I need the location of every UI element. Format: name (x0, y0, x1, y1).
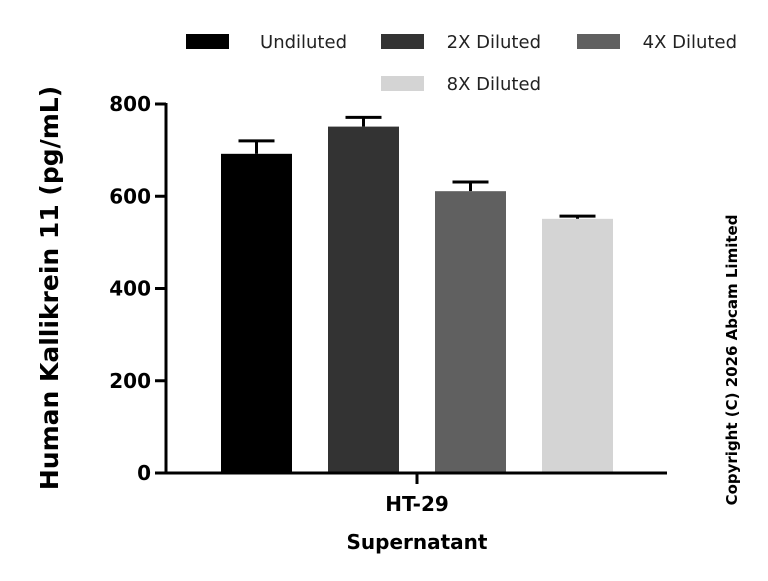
bar-group (542, 214, 613, 473)
y-axis-label: Human Kallikrein 11 (pg/mL) (35, 86, 64, 490)
bars (221, 115, 613, 473)
legend-swatch (381, 34, 424, 49)
legend-item: Undiluted (186, 32, 347, 53)
bar (221, 153, 292, 473)
x-category-label-line-1: HT-29 (385, 492, 449, 516)
legend-swatch (381, 76, 424, 91)
legend-item: 4X Diluted (577, 32, 737, 53)
legend-item: 8X Diluted (381, 74, 541, 95)
y-tick-label: 600 (109, 184, 151, 208)
bar-group (435, 180, 506, 473)
x-category-label-line-2: Supernatant (347, 530, 488, 554)
y-tick-label: 0 (137, 461, 151, 485)
y-tick-label: 800 (109, 92, 151, 116)
bar-group (328, 115, 399, 473)
x-axis (165, 471, 667, 484)
legend-label: 4X Diluted (643, 32, 737, 53)
legend-label: Undiluted (260, 32, 347, 53)
legend-label: 8X Diluted (447, 74, 541, 95)
copyright-notice: Copyright (C) 2026 Abcam Limited (723, 215, 741, 506)
bar-group (221, 139, 292, 473)
bar (542, 218, 613, 473)
legend: Undiluted 2X Diluted 4X Diluted 8X Diluted (186, 32, 737, 95)
bar (328, 126, 399, 473)
bar (435, 191, 506, 473)
legend-swatch (186, 34, 229, 49)
y-tick-label: 200 (109, 369, 151, 393)
y-axis: 0 200 400 600 800 (109, 92, 168, 485)
legend-swatch (577, 34, 620, 49)
legend-item: 2X Diluted (381, 32, 541, 53)
y-tick-label: 400 (109, 277, 151, 301)
legend-label: 2X Diluted (447, 32, 541, 53)
